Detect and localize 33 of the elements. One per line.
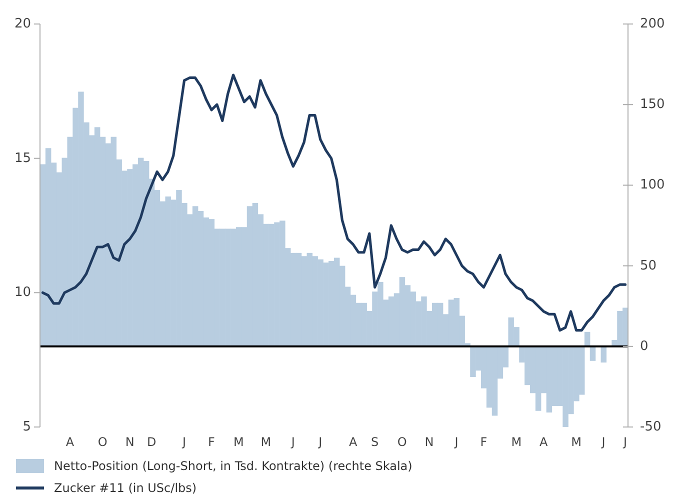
y-tick-label: 20 <box>14 16 31 32</box>
x-tick-label: A <box>348 435 358 449</box>
y2-tick-label: 200 <box>640 16 665 32</box>
x-tick-label: M <box>511 435 522 449</box>
y2-tick-label: 100 <box>640 178 665 193</box>
y2-tick-label: 150 <box>640 97 665 112</box>
x-tick-label: M <box>234 435 244 449</box>
x-tick-label: J <box>318 435 322 449</box>
x-tick-label: S <box>371 435 379 449</box>
x-tick-label: F <box>208 435 216 449</box>
y-tick-label: 10 <box>14 285 31 300</box>
x-tick-label: A <box>540 435 548 449</box>
x-tick-label: J <box>622 435 628 449</box>
y2-tick-label: 50 <box>640 258 657 274</box>
x-tick-label: F <box>480 435 488 449</box>
x-tick-label: J <box>454 435 458 449</box>
x-tick-label: D <box>146 435 156 449</box>
legend-label: Zucker #11 (in USc/lbs) <box>54 481 197 495</box>
x-tick-label: O <box>397 435 407 449</box>
x-tick-label: A <box>66 435 75 449</box>
legend-label: Netto-Position (Long-Short, in Tsd. Kontrakte) (rechte Skala) <box>54 459 412 473</box>
y2-tick-label: -50 <box>640 420 662 434</box>
x-tick-label: J <box>290 435 295 449</box>
x-tick-label: O <box>98 435 108 449</box>
y-tick-label: 15 <box>14 150 31 166</box>
x-tick-label: M <box>571 435 582 449</box>
y-tick-label: 5 <box>22 420 31 434</box>
y2-tick-label: 0 <box>640 338 648 354</box>
x-tick-label: M <box>260 435 272 449</box>
x-tick-label: N <box>424 435 434 449</box>
x-tick-label: J <box>182 435 186 449</box>
x-tick-label: N <box>125 435 134 449</box>
x-tick-label: J <box>600 435 606 449</box>
